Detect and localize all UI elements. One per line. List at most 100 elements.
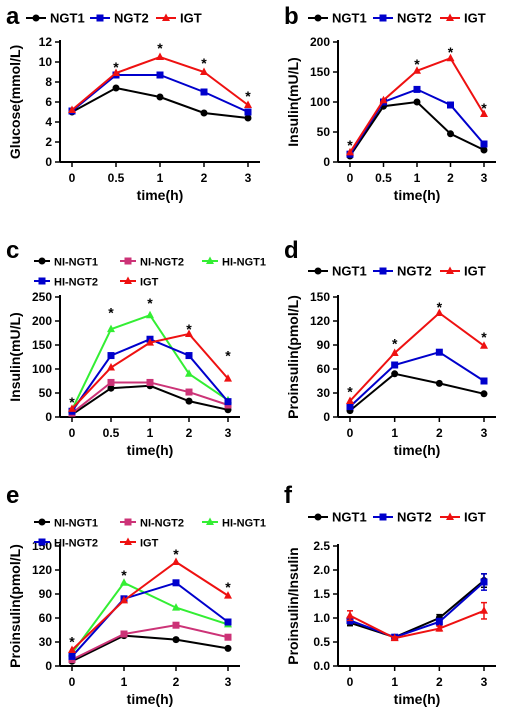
y-tick-label: 100	[310, 95, 330, 109]
series-line	[349, 100, 485, 157]
data-point	[200, 109, 208, 117]
x-axis-label: time(h)	[127, 442, 174, 458]
significance-star: *	[173, 546, 179, 562]
panel-letter: e	[6, 482, 19, 509]
x-axis-label: time(h)	[137, 187, 184, 203]
data-point	[107, 363, 115, 371]
data-point	[390, 633, 399, 642]
legend-label: HI-NGT2	[54, 277, 98, 289]
panel-letter: b	[284, 3, 299, 30]
data-point	[156, 52, 164, 60]
data-point	[244, 100, 252, 108]
data-point	[435, 624, 444, 632]
y-tick-label: 120	[310, 314, 330, 328]
data-point	[224, 398, 232, 406]
legend-marker	[124, 276, 132, 284]
y-tick-label: 60	[317, 362, 331, 376]
y-tick-label: 100	[32, 362, 52, 376]
significance-star: *	[245, 88, 251, 104]
legend-label: NGT2	[397, 510, 432, 525]
x-tick-label: 3	[481, 426, 488, 440]
data-point	[224, 591, 232, 599]
data-point	[172, 621, 180, 629]
y-tick-label: 12	[39, 35, 53, 49]
y-tick-label: 10	[39, 55, 53, 69]
legend-label: NGT2	[114, 11, 149, 26]
data-point	[480, 377, 488, 385]
x-tick-label: 2	[436, 675, 443, 689]
data-point	[346, 396, 354, 404]
x-axis-label: time(h)	[394, 187, 441, 203]
series-ngt1	[346, 370, 488, 415]
data-point	[200, 67, 208, 75]
data-point	[107, 352, 115, 360]
legend-marker	[124, 518, 132, 526]
panel-letter: a	[6, 3, 20, 30]
data-point	[480, 146, 488, 154]
legend-label: HI-NGT1	[222, 257, 266, 269]
data-point	[68, 404, 76, 412]
x-tick-label: 2	[173, 675, 180, 689]
y-tick-label: 2.5	[313, 539, 330, 553]
data-point	[346, 147, 354, 156]
x-tick-label: 1	[121, 675, 128, 689]
data-point	[413, 66, 421, 74]
y-axis-label: Proinsulin(pmol/L)	[285, 295, 301, 419]
significance-star: *	[121, 567, 127, 583]
legend-marker	[206, 517, 214, 525]
series-igt	[68, 52, 252, 113]
y-tick-label: 30	[39, 635, 53, 649]
legend-label: NI-NGT1	[54, 257, 98, 269]
data-point	[68, 652, 76, 660]
series-line	[71, 560, 229, 651]
series-line	[349, 372, 485, 412]
series-line	[71, 624, 229, 661]
x-tick-label: 2	[186, 426, 193, 440]
data-point	[346, 611, 354, 619]
legend-label: NGT1	[332, 510, 367, 525]
panel-f: f 0.0 0.5 1.0 1.5 2.0 2.5 0 1 2 3 time(h) Proinsulin…	[284, 482, 496, 707]
data-point	[244, 114, 252, 122]
y-tick-label: 30	[317, 386, 331, 400]
series-ngt1	[346, 98, 488, 160]
data-point	[413, 98, 421, 106]
series-ngt2	[346, 348, 488, 411]
series-hi-ngt2	[68, 579, 232, 660]
legend-label: NI-NGT2	[140, 257, 184, 269]
x-tick-label: 3	[245, 171, 252, 185]
legend-marker	[314, 513, 322, 521]
legend-label: NI-NGT1	[54, 518, 98, 530]
data-point	[391, 370, 399, 378]
panel-b: b 0 50 100 150 200 0 0.5 1 2 3 time(h) Insulin(mU/L)…	[284, 3, 496, 203]
significance-star: *	[225, 579, 231, 595]
x-tick-label: 0	[347, 426, 354, 440]
significance-star: *	[201, 55, 207, 71]
data-point	[112, 68, 120, 76]
legend-marker	[206, 256, 214, 264]
data-point	[480, 606, 488, 614]
legend: NGT1 NGT2 IGT	[308, 264, 486, 279]
series-line	[71, 338, 229, 412]
x-tick-label: 0	[347, 675, 354, 689]
y-tick-label: 150	[310, 65, 330, 79]
y-tick-label: 0	[323, 410, 330, 424]
y-axis-label: Glucose(mmol/L)	[7, 45, 23, 159]
legend-marker	[162, 13, 170, 21]
legend-marker	[124, 537, 132, 545]
x-tick-label: 2	[201, 171, 208, 185]
x-tick-label: 3	[225, 675, 232, 689]
series-igt	[346, 601, 488, 642]
series-hi-ngt2	[68, 335, 232, 415]
y-tick-label: 0	[45, 155, 52, 169]
x-tick-label: 0.5	[103, 426, 120, 440]
legend-marker	[32, 14, 40, 22]
significance-star: *	[157, 40, 163, 56]
legend-marker	[379, 513, 387, 521]
y-tick-label: 2.0	[313, 563, 330, 577]
data-point	[146, 310, 154, 319]
data-point	[435, 618, 443, 626]
legend-marker	[446, 512, 454, 520]
